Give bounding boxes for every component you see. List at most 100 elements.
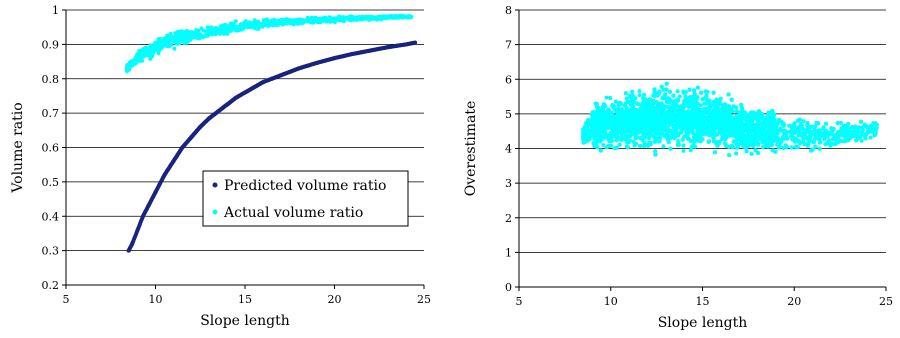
y-tick-label: 2 — [505, 212, 512, 225]
data-point — [241, 23, 245, 28]
y-tick-label: 0.7 — [42, 107, 60, 120]
data-point — [151, 48, 156, 53]
y-tick-label: 0.8 — [42, 73, 60, 86]
data-point — [633, 96, 638, 101]
data-point — [192, 31, 197, 36]
data-point — [624, 96, 629, 101]
data-point — [129, 63, 134, 68]
data-point — [204, 31, 209, 36]
data-point — [218, 24, 223, 29]
y-tick-label: 1 — [505, 246, 512, 259]
data-point — [168, 32, 173, 36]
data-point — [637, 89, 642, 94]
data-point — [174, 41, 179, 46]
y-tick-label: 8 — [505, 4, 512, 17]
data-point — [268, 22, 273, 27]
legend-marker — [212, 209, 218, 215]
data-point — [363, 14, 368, 19]
y-axis-title: Overestimate — [463, 101, 479, 196]
data-point — [223, 22, 228, 27]
data-point — [144, 49, 149, 54]
x-tick-label: 15 — [238, 293, 252, 306]
data-point — [348, 17, 352, 22]
data-point — [413, 40, 418, 45]
data-point — [164, 43, 168, 48]
data-point — [183, 37, 188, 42]
y-tick-label: 0.9 — [42, 38, 60, 51]
data-point — [604, 95, 609, 100]
series-2 — [124, 13, 414, 74]
x-tick-label: 5 — [516, 295, 523, 308]
legend-label: Predicted volume ratio — [224, 178, 386, 194]
data-point — [661, 87, 666, 92]
series-1 — [581, 81, 879, 158]
data-point — [331, 17, 336, 22]
data-point — [179, 34, 184, 39]
data-point — [148, 56, 153, 61]
data-point — [198, 33, 203, 38]
x-tick-label: 20 — [328, 293, 342, 306]
data-point — [338, 16, 343, 21]
data-point — [141, 49, 146, 54]
x-tick-label: 5 — [63, 293, 70, 306]
y-tick-label: 0.6 — [42, 142, 60, 155]
y-tick-label: 0 — [505, 281, 512, 294]
y-axis-title: Volume ratio — [10, 102, 26, 193]
legend-label: Actual volume ratio — [223, 205, 363, 221]
data-point — [125, 69, 129, 74]
data-point — [675, 89, 680, 94]
data-point — [163, 36, 168, 41]
data-point — [393, 14, 398, 19]
y-tick-label: 0.5 — [42, 176, 60, 189]
data-point — [344, 16, 348, 20]
y-tick-label: 0.4 — [42, 210, 60, 223]
data-point — [214, 28, 219, 33]
data-point — [698, 103, 703, 108]
data-point — [399, 14, 403, 19]
data-point — [341, 18, 346, 23]
y-tick-label: 6 — [505, 73, 512, 86]
data-point — [172, 46, 177, 51]
data-point — [208, 30, 213, 34]
data-point — [305, 17, 310, 22]
chart-1: 0.20.30.40.50.60.70.80.915 10 15 20 25Slope … — [10, 4, 431, 329]
data-point — [356, 16, 361, 21]
data-point — [353, 16, 358, 21]
data-point — [769, 143, 774, 148]
x-tick-label: 20 — [787, 295, 801, 308]
data-point — [181, 31, 186, 36]
data-point — [868, 135, 873, 140]
data-point — [132, 61, 137, 65]
data-point — [626, 140, 631, 145]
y-tick-label: 3 — [505, 177, 512, 190]
x-axis-title: Slope length — [200, 313, 290, 329]
data-point — [311, 20, 316, 25]
data-point — [282, 18, 287, 23]
y-tick-label: 0.2 — [42, 279, 60, 292]
data-point — [186, 39, 190, 44]
y-tick-label: 4 — [505, 143, 512, 156]
data-point — [681, 148, 686, 153]
data-point — [368, 15, 373, 20]
data-point — [301, 20, 306, 25]
x-tick-label: 15 — [696, 295, 710, 308]
legend: Predicted volume ratio Actual volume rati… — [202, 170, 409, 227]
data-point — [238, 25, 243, 30]
data-point — [159, 37, 164, 42]
data-point — [125, 63, 130, 68]
data-point — [294, 19, 299, 24]
data-point — [859, 138, 864, 143]
data-point — [228, 28, 233, 33]
data-point — [324, 16, 329, 21]
data-point — [176, 30, 181, 35]
data-point — [187, 30, 192, 35]
x-axis-title: Slope length — [658, 315, 748, 331]
data-point — [314, 16, 318, 21]
y-tick-label: 5 — [505, 108, 512, 121]
data-point — [810, 139, 815, 144]
data-point — [740, 106, 744, 111]
y-tick-label: 1 — [52, 4, 59, 17]
data-point — [408, 15, 413, 20]
